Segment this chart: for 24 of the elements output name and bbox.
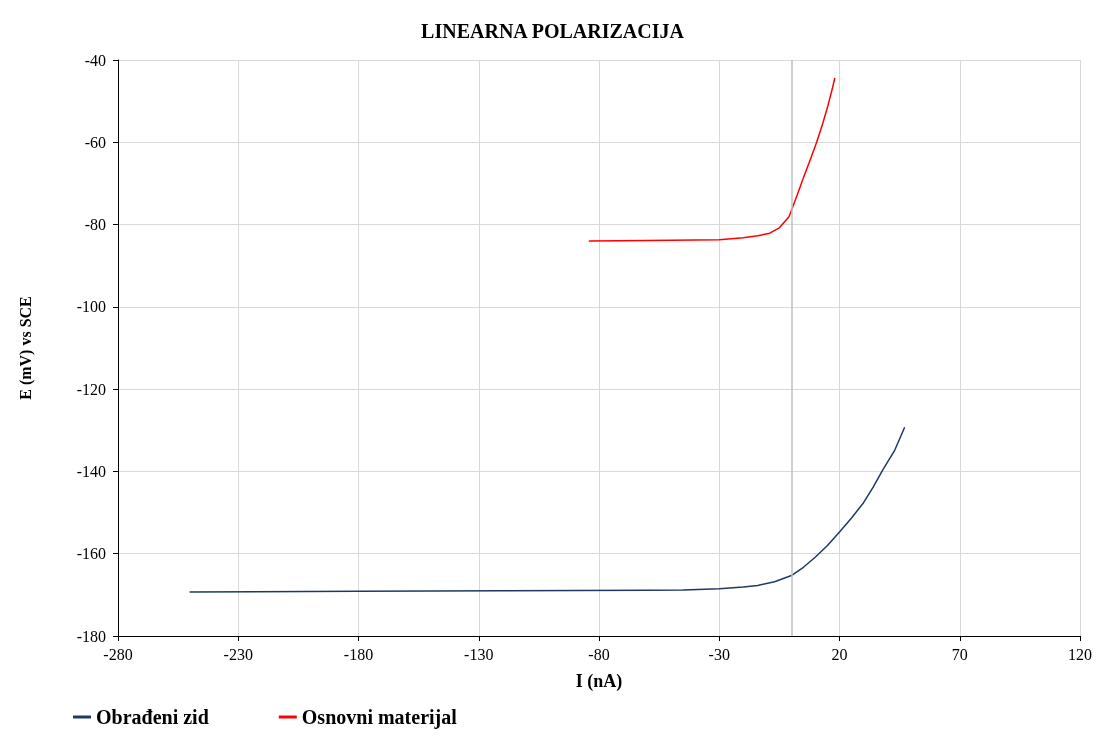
y-axis-title: E (mV) vs SCE bbox=[16, 296, 35, 400]
x-tick-label: -30 bbox=[708, 645, 730, 663]
y-tick-label: -160 bbox=[76, 545, 106, 563]
y-tick-label: -40 bbox=[84, 51, 106, 69]
x-tick-label: -230 bbox=[223, 645, 253, 663]
x-tick-label: -280 bbox=[103, 645, 133, 663]
legend-label: Obrađeni zid bbox=[96, 706, 209, 728]
y-tick-label: -140 bbox=[76, 462, 106, 480]
y-tick-label: -60 bbox=[84, 133, 106, 151]
x-axis-title: I (nA) bbox=[575, 671, 623, 692]
line-series bbox=[588, 77, 836, 242]
x-tick-label: -130 bbox=[464, 645, 494, 663]
y-tick-label: -120 bbox=[76, 380, 106, 398]
x-tick-label: -180 bbox=[343, 645, 374, 663]
y-tick-label: -80 bbox=[84, 216, 106, 234]
line-series bbox=[189, 427, 906, 593]
y-tick-label: -180 bbox=[76, 627, 106, 645]
x-tick-label: 20 bbox=[831, 645, 848, 663]
x-tick-label: 70 bbox=[951, 645, 968, 663]
y-tick-label: -100 bbox=[76, 298, 106, 316]
x-tick-label: 120 bbox=[1068, 645, 1092, 663]
legend-label: Osnovni materijal bbox=[301, 706, 458, 729]
chart-title: LINEARNA POLARIZACIJA bbox=[421, 20, 685, 42]
x-tick-label: -80 bbox=[588, 645, 610, 663]
